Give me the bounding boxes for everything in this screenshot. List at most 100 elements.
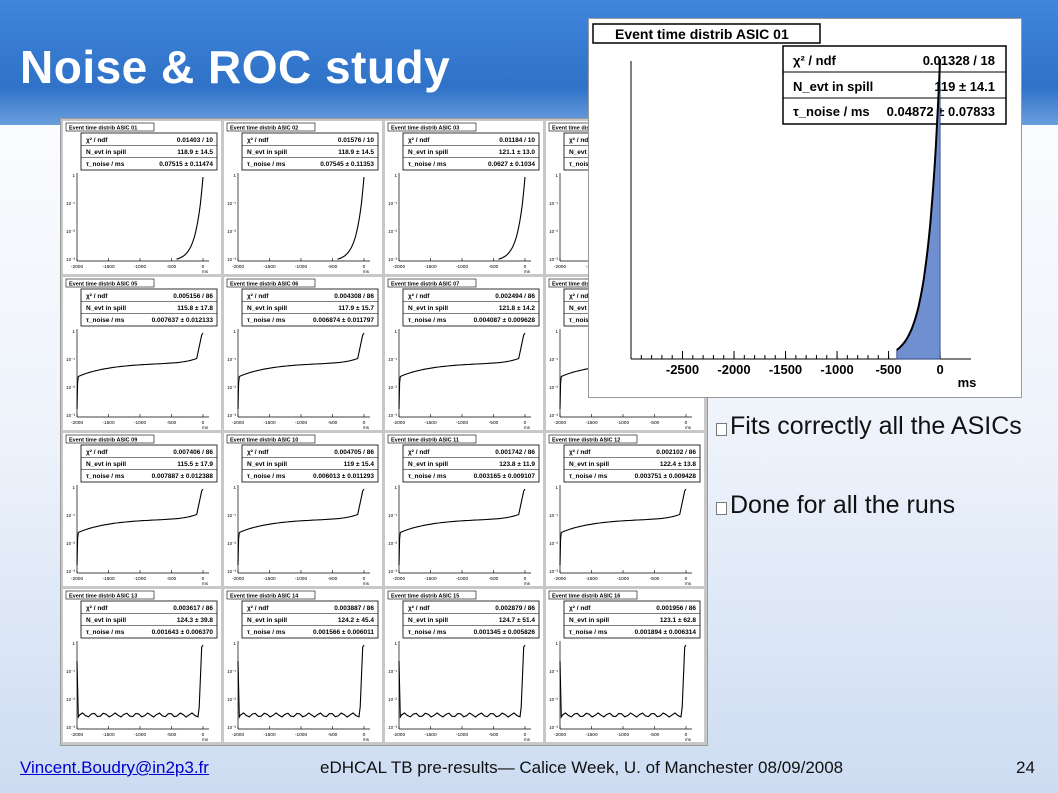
mini-x-tick-label: -1500	[102, 732, 115, 738]
mini-y-tick-label: 10⁻³	[66, 569, 75, 574]
mini-y-tick-label: 10⁻³	[227, 569, 236, 574]
mini-x-tick-label: -2000	[71, 264, 84, 270]
mini-plot-canvas: Event time distrib ASIC 09 χ² / ndf 0.0074…	[65, 434, 218, 586]
mini-x-tick-label: -2000	[71, 732, 84, 738]
mini-stat-value: 0.002102 / 86	[656, 449, 696, 456]
mini-y-tick-label: 1	[72, 329, 75, 334]
mini-title-box	[387, 590, 477, 600]
bullet-runs: Done for all the runs	[716, 489, 1036, 521]
mini-y-tick-label: 10⁻¹	[388, 669, 397, 674]
mini-stats-box	[241, 600, 379, 639]
mini-x-tick-label: -1500	[102, 264, 115, 270]
mini-x-tick-label: 0	[524, 576, 527, 582]
mini-stat-value: 0.004705 / 86	[334, 449, 374, 456]
mini-fit-curve	[237, 488, 365, 566]
mini-x-tick-label: -2000	[554, 420, 567, 426]
mini-title: Event time distrib ASIC 09	[69, 438, 137, 444]
mini-stat-label: τ_noise / ms	[569, 629, 608, 636]
mini-stat-value: 0.006013 ± 0.011293	[313, 473, 374, 480]
slide-title: Noise & ROC study	[20, 41, 451, 93]
mini-stat-value: 124.7 ± 51.4	[499, 617, 535, 624]
mini-title-box	[548, 434, 638, 444]
mini-stat-label: N_evt in spill	[247, 461, 287, 468]
mini-x-tick-label: 0	[202, 420, 205, 426]
mini-stat-label: N_evt in spill	[408, 461, 448, 468]
mini-stats-box	[80, 288, 218, 327]
mini-x-tick-label: -2000	[232, 576, 245, 582]
mini-y-tick-label: 10⁻³	[549, 569, 558, 574]
zoom-stats-box	[782, 45, 1007, 125]
mini-title-box	[387, 122, 477, 132]
mini-stat-value: 0.001345 ± 0.005826	[474, 629, 536, 636]
mini-stat-label: N_evt in spill	[86, 461, 126, 468]
mini-stat-label: N_evt in spill	[247, 617, 287, 624]
mini-plot: Event time distrib ASIC 01 χ² / ndf 0.0140…	[63, 121, 221, 274]
mini-stat-label: τ_noise / ms	[247, 161, 286, 168]
zoomed-plot-canvas: Event time distrib ASIC 01 χ² / ndf 0.01…	[592, 23, 1007, 390]
mini-x-tick-label: 0	[524, 732, 527, 738]
mini-title-box	[387, 278, 477, 288]
mini-y-tick-label: 10⁻¹	[227, 513, 236, 518]
footer-email-link[interactable]: Vincent.Boudry@in2p3.fr	[20, 758, 209, 777]
mini-y-tick-label: 10⁻¹	[66, 513, 75, 518]
mini-stat-value: 0.007637 ± 0.012133	[152, 317, 214, 324]
mini-x-tick-label: -1000	[295, 264, 308, 270]
mini-title: Event time distrib ASIC 16	[552, 594, 620, 600]
mini-x-tick-label: -2000	[232, 264, 245, 270]
mini-y-tick-label: 10⁻²	[66, 541, 75, 546]
mini-stat-value: 0.004087 ± 0.009628	[474, 317, 536, 324]
mini-x-tick-label: -500	[650, 576, 660, 582]
mini-title: Event time distrib ASIC 03	[391, 126, 459, 132]
zoom-stat-value-tau: 0.04872 ± 0.07833	[887, 104, 995, 119]
mini-y-tick-label: 10⁻¹	[549, 513, 558, 518]
mini-x-tick-label: -1500	[263, 420, 276, 426]
mini-stat-label: τ_noise / ms	[86, 317, 125, 324]
mini-title-box	[548, 590, 638, 600]
mini-plot: Event time distrib ASIC 16 χ² / ndf 0.0019…	[546, 589, 704, 742]
bullet-marker-icon	[716, 423, 727, 436]
mini-x-tick-label: -1500	[585, 420, 598, 426]
mini-title-box	[226, 434, 316, 444]
zoom-x-tick-label: -1000	[820, 362, 853, 377]
mini-stats-box	[80, 600, 218, 639]
mini-stat-value: 0.001894 ± 0.006314	[635, 629, 697, 636]
mini-y-tick-label: 10⁻¹	[66, 357, 75, 362]
mini-plot-canvas: Event time distrib ASIC 10 χ² / ndf 0.0047…	[226, 434, 379, 586]
mini-plot: Event time distrib ASIC 12 χ² / ndf 0.0021…	[546, 433, 704, 586]
mini-stat-value: 118.9 ± 14.5	[338, 149, 374, 156]
mini-stats-box	[402, 600, 540, 639]
mini-stat-label: N_evt in spill	[247, 149, 287, 156]
mini-stat-value: 123.1 ± 62.8	[660, 617, 696, 624]
mini-stat-label: τ_noise / ms	[247, 629, 286, 636]
mini-y-tick-label: 10⁻²	[388, 541, 397, 546]
mini-stat-value: 0.003887 / 86	[334, 605, 374, 612]
mini-plot-canvas: Event time distrib ASIC 05 χ² / ndf 0.0051…	[65, 278, 218, 430]
mini-stat-value: 0.07545 ± 0.11353	[320, 161, 374, 168]
mini-fit-curve	[559, 488, 687, 566]
mini-stat-value: 0.001566 ± 0.006011	[313, 629, 374, 636]
mini-x-tick-label: -1500	[424, 264, 437, 270]
mini-x-tick-label: 0	[202, 732, 205, 738]
mini-x-tick-label: 0	[363, 732, 366, 738]
mini-stat-value: 0.004308 / 86	[334, 293, 374, 300]
mini-y-tick-label: 1	[233, 173, 236, 178]
mini-y-tick-label: 1	[72, 485, 75, 490]
mini-y-tick-label: 10⁻³	[388, 413, 397, 418]
mini-stat-label: τ_noise / ms	[247, 473, 286, 480]
mini-title: Event time distrib ASIC 15	[391, 594, 459, 600]
mini-stat-label: χ² / ndf	[408, 449, 430, 456]
mini-title-box	[226, 278, 316, 288]
mini-y-tick-label: 1	[394, 329, 397, 334]
mini-stat-label: χ² / ndf	[247, 293, 269, 300]
mini-stat-value: 123.8 ± 11.9	[499, 461, 535, 468]
mini-x-tick-label: -1500	[585, 576, 598, 582]
mini-stat-label: N_evt in spill	[86, 305, 126, 312]
mini-stat-label: χ² / ndf	[569, 137, 591, 144]
mini-title-box	[65, 122, 155, 132]
mini-x-tick-label: -500	[489, 732, 499, 738]
mini-stat-value: 0.003751 ± 0.009428	[635, 473, 697, 480]
mini-x-tick-label: -1000	[617, 576, 630, 582]
mini-x-tick-label: -2000	[232, 732, 245, 738]
mini-stat-value: 0.01576 / 10	[338, 137, 375, 144]
mini-y-tick-label: 10⁻²	[66, 385, 75, 390]
